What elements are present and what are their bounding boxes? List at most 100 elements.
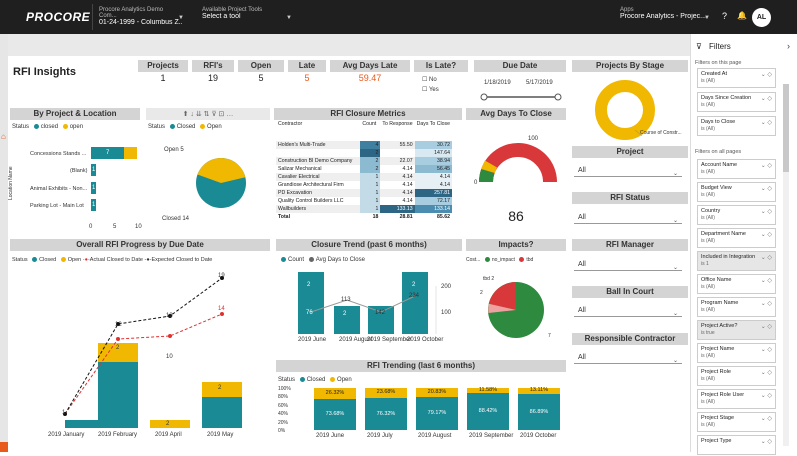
- avg-days-close-gauge[interactable]: [478, 130, 558, 188]
- impacts-pie-chart[interactable]: [486, 280, 546, 340]
- filter-card-icons[interactable]: ⌄ ◇: [760, 347, 772, 353]
- table-header[interactable]: Contractor: [278, 121, 303, 127]
- table-row[interactable]: 2 147.64: [276, 149, 452, 157]
- trend-label: 2: [412, 282, 416, 288]
- table-row[interactable]: Quality Control Builders LLC 1 4.14 72.17: [276, 197, 452, 205]
- due-date-start[interactable]: 1/18/2019: [484, 80, 511, 86]
- overall-progress-chart[interactable]: [10, 266, 270, 442]
- chart-bar: [334, 306, 360, 334]
- table-row[interactable]: Total 18 28.81 85.62: [276, 213, 452, 221]
- scroll-thumb[interactable]: [783, 84, 789, 172]
- home-icon[interactable]: ⌂: [1, 132, 6, 141]
- filter-card[interactable]: Department Name is (All) ⌄ ◇: [697, 228, 776, 248]
- chart-bar-closed[interactable]: 79.17%: [416, 396, 458, 430]
- filter-card[interactable]: Program Name is (All) ⌄ ◇: [697, 297, 776, 317]
- filter-card-icons[interactable]: ⌄ ◇: [760, 324, 772, 330]
- filter-card-icons[interactable]: ⌄ ◇: [760, 209, 772, 215]
- visual-toolbar-icons[interactable]: ⬆ ↓ ⇊ ⇅ ⊽ ⊡ …: [182, 111, 234, 118]
- filter-card-icons[interactable]: ⌄ ◇: [760, 393, 772, 399]
- chart-bar-closed[interactable]: 73.68%: [314, 399, 356, 430]
- table-row[interactable]: Construction BI Demo Company 2 22.07 38.94: [276, 157, 452, 165]
- filter-card-icons[interactable]: ⌄ ◇: [760, 232, 772, 238]
- table-row[interactable]: Salizar Mechanical 2 4.14 56.45: [276, 165, 452, 173]
- x-tick: 2019 January: [48, 432, 85, 438]
- table-header[interactable]: Count: [362, 121, 377, 127]
- filter-card[interactable]: Project Type ⌄ ◇: [697, 435, 776, 455]
- table-header[interactable]: To Response: [382, 121, 413, 127]
- chart-bar-open[interactable]: 13.11%: [518, 387, 560, 394]
- chart-bar-closed[interactable]: 86.89%: [518, 393, 560, 430]
- table-header[interactable]: Days To Close: [416, 121, 450, 127]
- by-project-bar[interactable]: [91, 164, 96, 176]
- filter-card-icons[interactable]: ⌄ ◇: [760, 186, 772, 192]
- chart-bar-open[interactable]: 11.58%: [467, 387, 509, 393]
- table-row[interactable]: Cavalier Electrical 1 4.14 4.14: [276, 173, 452, 181]
- filter-card[interactable]: Account Name is (All) ⌄ ◇: [697, 159, 776, 179]
- filter-card-icons[interactable]: ⌄ ◇: [760, 72, 772, 78]
- by-project-bar[interactable]: [91, 199, 96, 211]
- filter-card[interactable]: Project Role User is (All) ⌄ ◇: [697, 389, 776, 409]
- is-late-yes[interactable]: ☐ Yes: [422, 87, 439, 93]
- filter-card[interactable]: Project Role is (All) ⌄ ◇: [697, 366, 776, 386]
- filter-card-icons[interactable]: ⌄ ◇: [760, 120, 772, 126]
- chart-bar-open[interactable]: 23.68%: [365, 388, 407, 398]
- table-cell: 1: [360, 205, 381, 213]
- filter-card[interactable]: Days to Close is (All) ⌄ ◇: [697, 116, 776, 136]
- help-icon[interactable]: ?: [722, 11, 728, 21]
- by-project-bar[interactable]: [91, 182, 96, 194]
- filter-card[interactable]: Included in Integration is 1 ⌄ ◇: [697, 251, 776, 271]
- apps-selector[interactable]: Apps Procore Analytics - Projec... ▼: [614, 4, 714, 30]
- filter-card[interactable]: Country is (All) ⌄ ◇: [697, 205, 776, 225]
- table-row[interactable]: PD Excavation 1 4.14 257.81: [276, 189, 452, 197]
- filter-card[interactable]: Budget View is (All) ⌄ ◇: [697, 182, 776, 202]
- impacts-legend: Cost... no_impact tbd: [466, 257, 533, 263]
- project-selector[interactable]: Procore Analytics Demo Com... 01-24-1999…: [92, 4, 188, 30]
- by-project-bar[interactable]: [91, 147, 124, 159]
- closure-trend-chart[interactable]: [276, 266, 466, 346]
- table-row[interactable]: Wallbuilders 1 133.13 133.14: [276, 205, 452, 213]
- filter-card-icons[interactable]: ⌄ ◇: [760, 163, 772, 169]
- filter-card-icons[interactable]: ⌄ ◇: [760, 96, 772, 102]
- filter-card[interactable]: Project Active? is true ⌄ ◇: [697, 320, 776, 340]
- chart-bar-open[interactable]: 26.32%: [314, 388, 356, 400]
- due-date-slider[interactable]: [480, 92, 562, 102]
- filter-card-value: is (All): [701, 169, 715, 175]
- is-late-no[interactable]: ☐ No: [422, 77, 437, 83]
- projects-by-stage-label: Projects By Stage: [572, 60, 688, 72]
- procore-logo[interactable]: PROCORE: [26, 10, 91, 24]
- filter-card-icons[interactable]: ⌄ ◇: [760, 278, 772, 284]
- filter-card-icons[interactable]: ⌄ ◇: [760, 439, 772, 445]
- filter-card[interactable]: Office Name is (All) ⌄ ◇: [697, 274, 776, 294]
- responsible-contractor-slicer-dropdown[interactable]: All ⌄: [574, 352, 682, 364]
- chevron-right-icon[interactable]: ›: [787, 41, 790, 51]
- filter-card[interactable]: Days Since Creation is (All) ⌄ ◇: [697, 92, 776, 112]
- filters-scrollbar[interactable]: [783, 84, 789, 446]
- chart-bar-closed[interactable]: 76.32%: [365, 397, 407, 430]
- filter-card-icons[interactable]: ⌄ ◇: [760, 370, 772, 376]
- filter-card[interactable]: Project Stage is (All) ⌄ ◇: [697, 412, 776, 432]
- table-row[interactable]: Holden's Multi-Trade 4 55.50 30.72: [276, 141, 452, 149]
- y-tick: 80%: [278, 394, 289, 401]
- line-label: 13: [166, 313, 173, 319]
- filter-card-icons[interactable]: ⌄ ◇: [760, 416, 772, 422]
- filter-card-icons[interactable]: ⌄ ◇: [760, 255, 772, 261]
- by-project-legend-open: open: [69, 124, 84, 131]
- ball-in-court-slicer-dropdown[interactable]: All ⌄: [574, 305, 682, 317]
- filter-card[interactable]: Created At is (All) ⌄ ◇: [697, 68, 776, 88]
- by-project-bar-open[interactable]: [124, 147, 137, 159]
- status-pie-chart[interactable]: [196, 146, 246, 216]
- table-row[interactable]: Grandiose Architectural Firm 1 4.14 4.14: [276, 181, 452, 189]
- due-date-end[interactable]: 5/17/2019: [526, 80, 553, 86]
- chart-bar-open[interactable]: 20.83%: [416, 388, 458, 397]
- chart-bar-closed[interactable]: 88.42%: [467, 392, 509, 430]
- rfi-manager-slicer-dropdown[interactable]: All ⌄: [574, 259, 682, 271]
- table-cell: 2: [360, 149, 381, 157]
- avatar[interactable]: AL: [752, 8, 771, 27]
- filter-card-icons[interactable]: ⌄ ◇: [760, 301, 772, 307]
- filter-card[interactable]: Project Name is (All) ⌄ ◇: [697, 343, 776, 363]
- project-slicer-dropdown[interactable]: All ⌄: [574, 165, 682, 177]
- rfi-status-slicer-dropdown[interactable]: All ⌄: [574, 212, 682, 224]
- tools-selector[interactable]: Available Project Tools Select a tool ▼: [196, 4, 296, 30]
- bell-icon[interactable]: 🔔: [737, 11, 747, 20]
- projects-by-stage-donut[interactable]: [590, 76, 680, 148]
